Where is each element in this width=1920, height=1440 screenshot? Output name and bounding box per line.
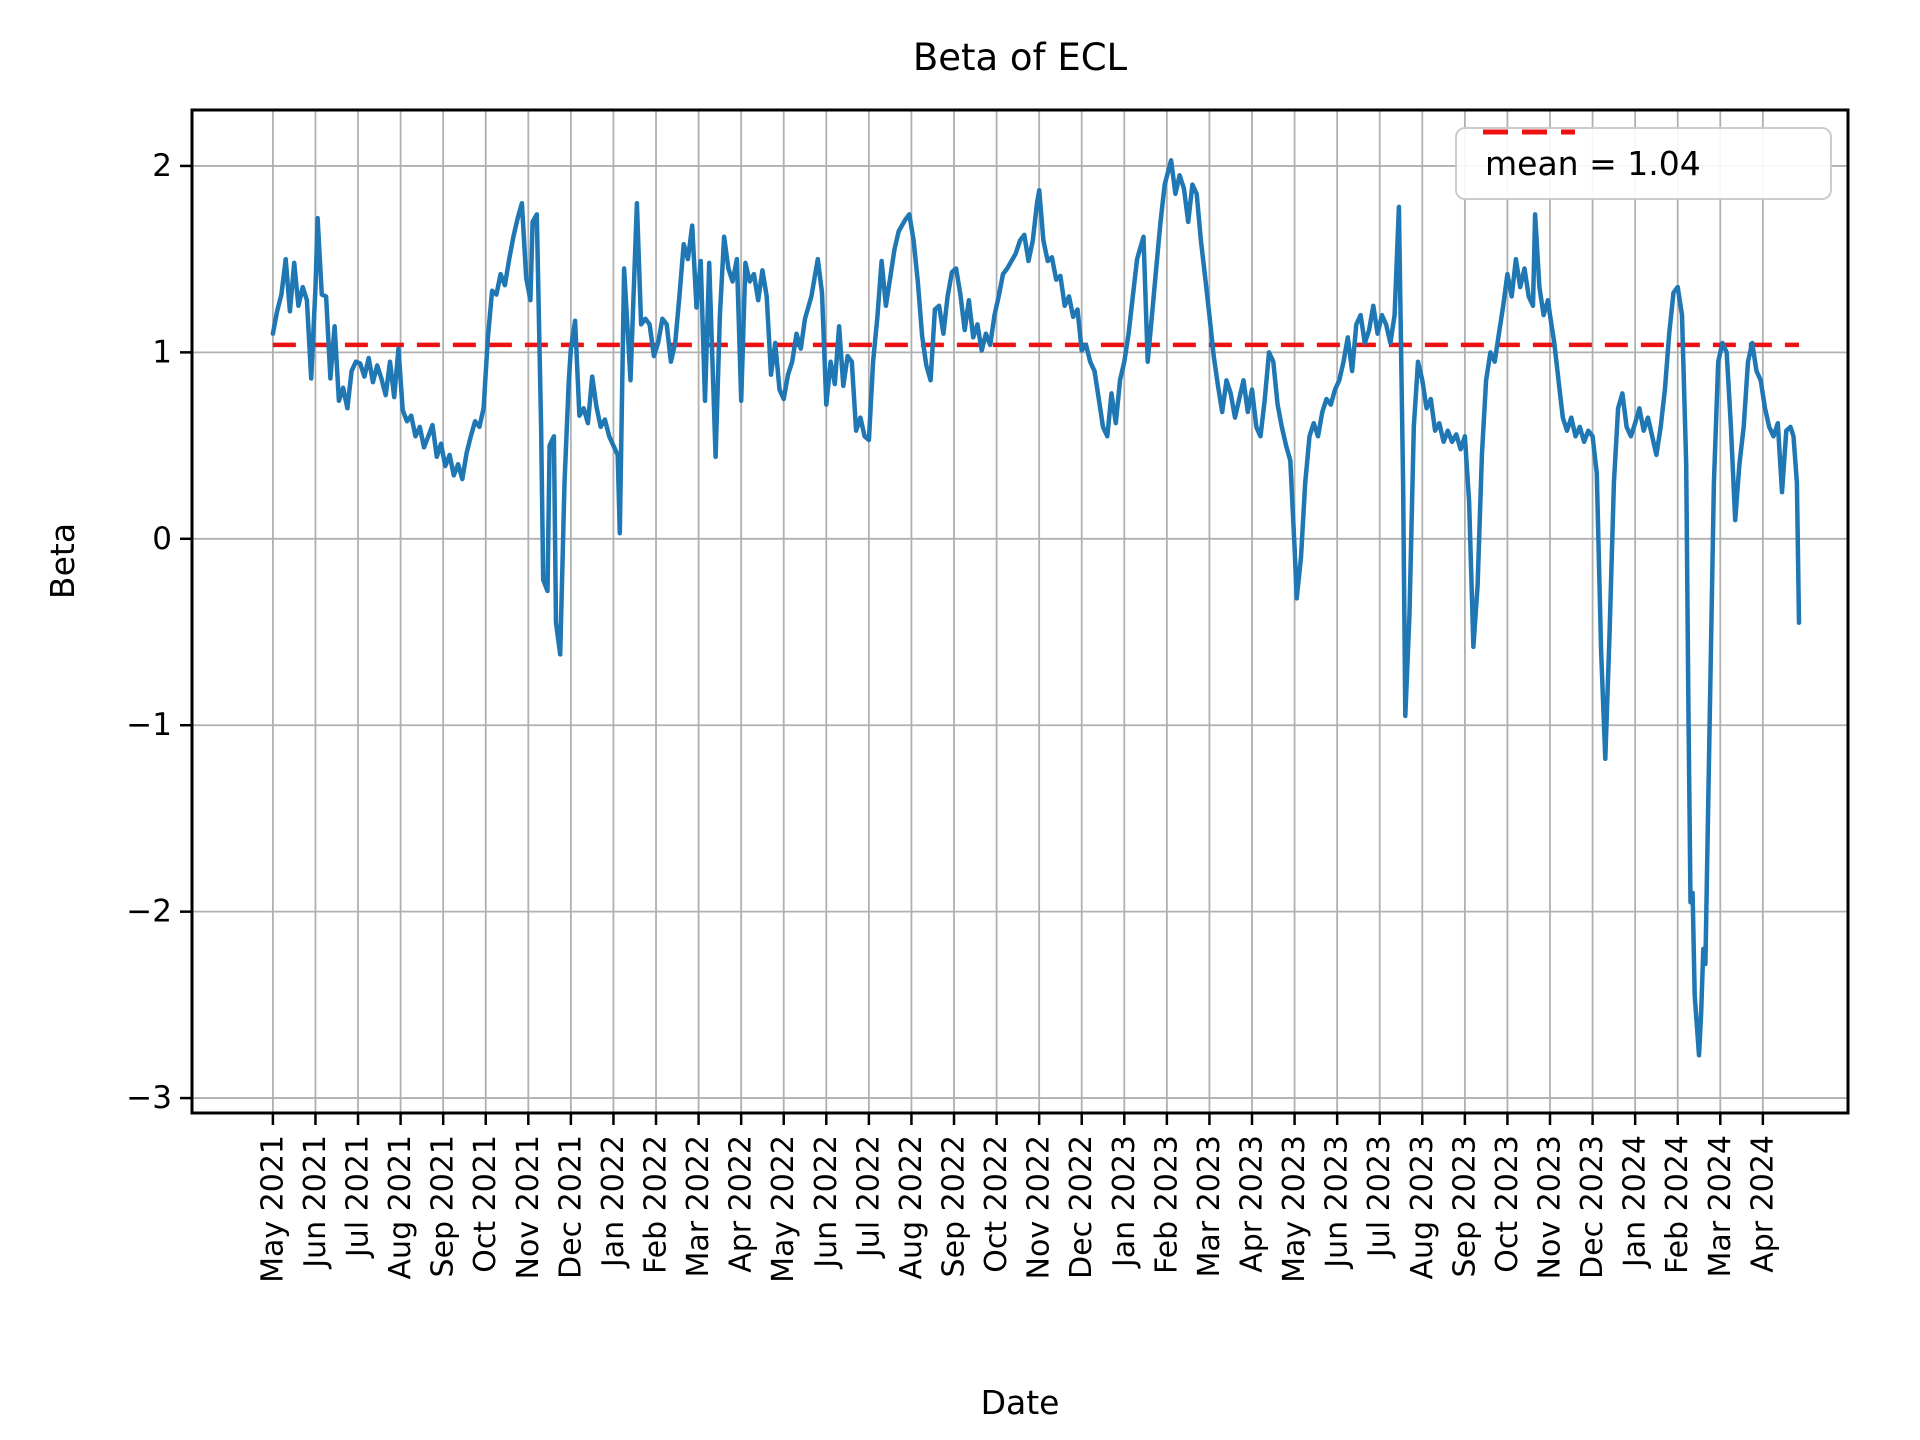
legend: mean = 1.04 <box>1455 127 1832 200</box>
x-tick-label: Feb 2022 <box>639 1135 674 1274</box>
legend-label: mean = 1.04 <box>1485 144 1701 183</box>
x-tick-label: Feb 2024 <box>1660 1135 1695 1274</box>
x-tick-label: Nov 2021 <box>511 1135 546 1279</box>
x-tick-label: May 2023 <box>1277 1135 1312 1283</box>
x-tick-label: Nov 2023 <box>1533 1135 1568 1279</box>
x-tick-label: Jan 2022 <box>596 1135 631 1269</box>
x-tick-label: Oct 2022 <box>979 1135 1014 1273</box>
x-tick-label: Sep 2022 <box>937 1135 972 1277</box>
y-tick-label: −2 <box>126 894 172 930</box>
y-tick-label: −1 <box>126 707 172 743</box>
beta-series-line <box>270 158 1802 1058</box>
mean-line-swatch-icon <box>1483 129 1575 135</box>
x-tick-label: Dec 2021 <box>553 1135 588 1279</box>
x-tick-label: Jul 2023 <box>1362 1135 1397 1259</box>
x-tick-label: Dec 2022 <box>1064 1135 1099 1279</box>
x-tick-label: Jun 2021 <box>298 1135 333 1270</box>
plot-border <box>190 108 1850 1115</box>
x-tick-label: Feb 2023 <box>1149 1135 1184 1274</box>
x-tick-label: Jul 2022 <box>851 1135 886 1259</box>
x-tick-label: Apr 2023 <box>1235 1135 1270 1273</box>
x-tick-label: Jun 2022 <box>809 1135 844 1270</box>
x-tick-label: Jun 2023 <box>1320 1135 1355 1270</box>
x-tick-label: Mar 2023 <box>1192 1135 1227 1278</box>
x-tick-label: Apr 2022 <box>724 1135 759 1273</box>
x-tick-label: Apr 2024 <box>1745 1135 1780 1273</box>
x-tick-label: Jan 2024 <box>1618 1135 1653 1269</box>
x-tick-label: Jul 2021 <box>341 1135 376 1259</box>
x-tick-label: Sep 2023 <box>1447 1135 1482 1277</box>
y-tick-label: −3 <box>126 1080 172 1116</box>
chart-title: Beta of ECL <box>912 36 1128 79</box>
y-tick-label: 1 <box>152 334 172 370</box>
x-axis-label: Date <box>980 1383 1060 1422</box>
x-tick-label: May 2021 <box>255 1135 290 1283</box>
y-tick-label: 0 <box>152 521 172 557</box>
x-tick-label: Aug 2022 <box>894 1135 929 1279</box>
x-tick-label: Nov 2022 <box>1022 1135 1057 1279</box>
x-tick-label: Dec 2023 <box>1575 1135 1610 1279</box>
y-tick-label: 2 <box>152 148 172 184</box>
y-axis-label: Beta <box>43 522 82 600</box>
x-tick-label: Oct 2023 <box>1490 1135 1525 1273</box>
x-tick-label: Aug 2023 <box>1405 1135 1440 1279</box>
x-tick-label: Aug 2021 <box>383 1135 418 1279</box>
x-tick-label: May 2022 <box>766 1135 801 1283</box>
x-tick-label: Jan 2023 <box>1107 1135 1142 1269</box>
x-tick-label: Mar 2022 <box>681 1135 716 1278</box>
x-tick-label: Oct 2021 <box>468 1135 503 1273</box>
x-tick-label: Mar 2024 <box>1703 1135 1738 1278</box>
x-tick-label: Sep 2021 <box>426 1135 461 1277</box>
